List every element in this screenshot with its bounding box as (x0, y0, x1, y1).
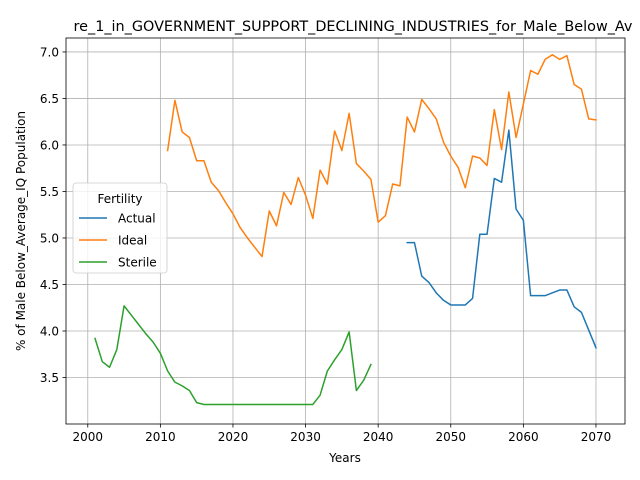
x-tick-label: 2040 (363, 430, 394, 444)
legend-title: Fertility (97, 192, 142, 206)
y-tick-label: 4.0 (40, 324, 59, 338)
legend: Fertility Actual Ideal Sterile (72, 182, 168, 274)
x-tick-label: 2000 (73, 430, 104, 444)
y-axis-ticks: 3.5 4.0 4.5 5.0 5.5 6.0 6.5 7.0 (40, 45, 66, 385)
plot-frame (65, 37, 626, 425)
y-tick-label: 5.5 (40, 185, 59, 199)
y-axis-label: % of Male Below_Average_IQ Population (14, 111, 28, 351)
series-lines (94, 53, 597, 406)
y-tick-label: 5.0 (40, 231, 59, 245)
x-axis-label: Years (328, 451, 361, 465)
legend-label-actual: Actual (118, 211, 156, 225)
series-line-actual (406, 129, 597, 349)
x-tick-label: 2070 (581, 430, 612, 444)
y-tick-label: 6.0 (40, 138, 59, 152)
legend-label-sterile: Sterile (118, 255, 157, 269)
x-tick-label: 2020 (218, 430, 249, 444)
y-tick-label: 4.5 (40, 278, 59, 292)
legend-items: Actual Ideal Sterile (79, 211, 157, 269)
x-tick-label: 2060 (508, 430, 539, 444)
chart-title: re_1_in_GOVERNMENT_SUPPORT_DECLINING_IND… (74, 19, 633, 35)
legend-box (72, 182, 168, 274)
legend-label-ideal: Ideal (118, 233, 147, 247)
series-line-sterile (94, 305, 372, 406)
x-tick-label: 2050 (435, 430, 466, 444)
series-line-ideal (166, 53, 597, 258)
y-tick-label: 6.5 (40, 92, 59, 106)
y-tick-label: 3.5 (40, 371, 59, 385)
x-axis-ticks: 2000 2010 2020 2030 2040 2050 2060 2070 (73, 424, 612, 444)
x-tick-label: 2010 (145, 430, 176, 444)
x-tick-label: 2030 (290, 430, 321, 444)
y-tick-label: 7.0 (40, 45, 59, 59)
